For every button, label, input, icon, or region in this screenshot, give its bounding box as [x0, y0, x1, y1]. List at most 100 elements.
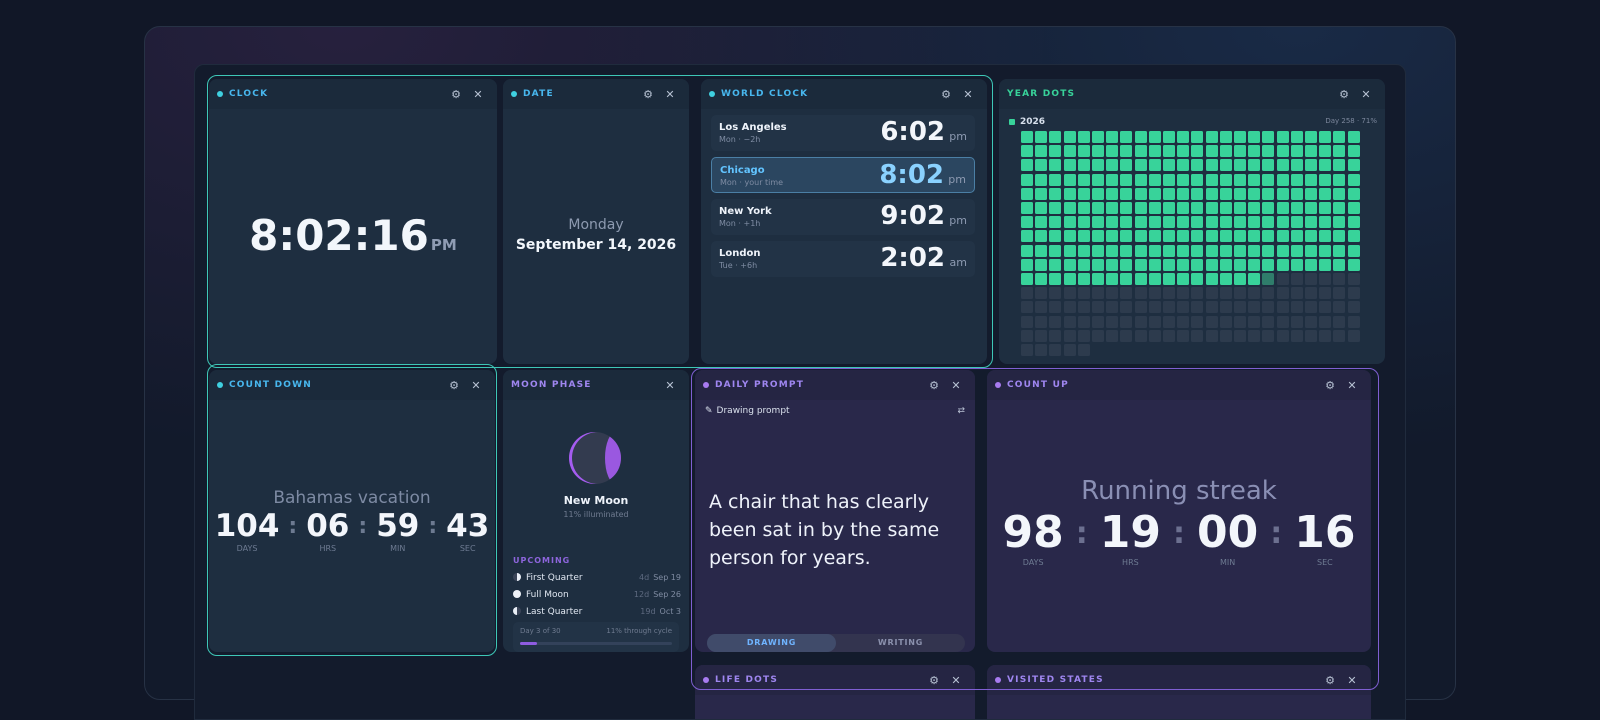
close-icon[interactable]: ✕	[1347, 378, 1357, 392]
gear-icon[interactable]: ⚙	[1339, 87, 1349, 101]
year-day-dot	[1177, 187, 1190, 200]
year-day-dot	[1106, 273, 1119, 285]
year-day-dot	[1049, 145, 1062, 158]
close-icon[interactable]: ✕	[951, 378, 961, 392]
year-day-dot	[1021, 145, 1033, 158]
year-day-dot	[1035, 315, 1048, 328]
year-day-dot	[1276, 230, 1289, 243]
year-day-dot	[1262, 258, 1275, 271]
year-day-dot	[1106, 301, 1119, 314]
year-day-dot	[1234, 273, 1246, 285]
year-day-dot	[1049, 301, 1062, 314]
world-clock-row-local[interactable]: Chicago Mon · your time 8:02 pm	[711, 157, 975, 193]
year-day-dot	[1120, 202, 1133, 214]
gear-icon[interactable]: ⚙	[451, 87, 461, 101]
year-day-dot	[1021, 230, 1033, 243]
widget-title: YEAR DOTS	[1007, 89, 1076, 99]
year-day-dot	[1262, 131, 1275, 143]
city-name: Chicago	[720, 165, 765, 176]
year-day-dot	[1049, 187, 1062, 200]
year-day-dot	[1021, 187, 1033, 200]
city-offset: Mon · your time	[720, 178, 784, 187]
year-day-dot	[1347, 273, 1360, 285]
close-icon[interactable]: ✕	[963, 87, 973, 101]
year-day-dot	[1021, 216, 1033, 229]
countdown-hours: 06 HRS	[306, 508, 349, 553]
world-clock-row[interactable]: New York Mon · +1h 9:02 pm	[711, 199, 975, 235]
widget-header: YEAR DOTS ⚙ ✕	[999, 79, 1385, 109]
countup-number: 00	[1197, 507, 1259, 558]
world-clock-row[interactable]: London Tue · +6h 2:02 am	[711, 241, 975, 277]
year-day-dot	[1347, 287, 1360, 300]
year-day-dot	[1063, 344, 1076, 356]
year-day-dot	[1276, 187, 1289, 200]
year-day-dot	[1021, 273, 1033, 285]
close-icon[interactable]: ✕	[665, 378, 675, 392]
year-day-dot	[1248, 159, 1261, 172]
gear-icon[interactable]: ⚙	[1325, 673, 1335, 687]
moon-event-time: 19d Oct 3	[640, 607, 681, 616]
year-day-dot	[1049, 344, 1062, 356]
gear-icon[interactable]: ⚙	[929, 378, 939, 392]
year-day-dot	[1134, 273, 1147, 285]
year-day-dot	[1021, 301, 1033, 314]
year-day-dot	[1120, 230, 1133, 243]
year-day-dot	[1262, 287, 1275, 300]
year-day-dot	[1177, 202, 1190, 214]
year-day-dot	[1063, 329, 1076, 342]
close-icon[interactable]: ✕	[1347, 673, 1357, 687]
year-day-dot	[1106, 173, 1119, 186]
city-name: Los Angeles	[719, 122, 787, 133]
year-day-dot	[1333, 159, 1346, 172]
mode-drawing[interactable]: DRAWING	[707, 634, 836, 652]
year-day-dot	[1205, 187, 1218, 200]
date-widget: DATE ⚙ ✕ Monday September 14, 2026	[503, 79, 689, 364]
year-day-dot	[1248, 287, 1261, 300]
year-day-dot	[1333, 173, 1346, 186]
year-day-dot	[1262, 145, 1275, 158]
world-clock-row[interactable]: Los Angeles Mon · −2h 6:02 pm	[711, 115, 975, 151]
year-day-dot	[1177, 145, 1190, 158]
gear-icon[interactable]: ⚙	[941, 87, 951, 101]
year-day-dot	[1333, 258, 1346, 271]
shuffle-icon[interactable]: ⇄	[957, 406, 965, 416]
close-icon[interactable]: ✕	[665, 87, 675, 101]
year-day-dot	[1077, 329, 1090, 342]
year-day-dot	[1148, 244, 1161, 257]
year-day-dot	[1319, 258, 1332, 271]
year-day-dot	[1333, 216, 1346, 229]
close-icon[interactable]: ✕	[473, 87, 483, 101]
close-icon[interactable]: ✕	[1361, 87, 1371, 101]
countdown-days: 104 DAYS	[215, 508, 280, 553]
year-day-dot	[1191, 287, 1204, 300]
year-day-dot	[1333, 230, 1346, 243]
year-day-dot	[1021, 131, 1033, 143]
moon-event-in: 19d	[640, 607, 656, 616]
countdown-unit-label: HRS	[319, 544, 337, 553]
year-day-dot	[1035, 173, 1048, 186]
gear-icon[interactable]: ⚙	[643, 87, 653, 101]
year-day-dot	[1035, 344, 1048, 356]
gear-icon[interactable]: ⚙	[449, 378, 459, 392]
year-day-dot	[1120, 273, 1133, 285]
gear-icon[interactable]: ⚙	[1325, 378, 1335, 392]
year-day-dot	[1262, 187, 1275, 200]
year-day-dot	[1077, 202, 1090, 214]
year-day-dot	[1347, 159, 1360, 172]
year-day-dot	[1219, 301, 1232, 314]
year-day-dot	[1077, 258, 1090, 271]
year-day-dot	[1049, 244, 1062, 257]
year-day-dot	[1305, 244, 1317, 257]
year-day-dot	[1134, 145, 1147, 158]
countup-number: 98	[1002, 507, 1064, 558]
year-day-dot	[1163, 187, 1175, 200]
year-day-dot	[1035, 145, 1048, 158]
close-icon[interactable]: ✕	[951, 673, 961, 687]
gear-icon[interactable]: ⚙	[929, 673, 939, 687]
year-day-dot	[1148, 287, 1161, 300]
close-icon[interactable]: ✕	[471, 378, 481, 392]
year-day-dot	[1148, 173, 1161, 186]
world-clock-widget: WORLD CLOCK ⚙ ✕ Los Angeles Mon · −2h 6:…	[701, 79, 987, 364]
mode-writing[interactable]: WRITING	[877, 638, 924, 647]
year-day-dot	[1290, 202, 1303, 214]
